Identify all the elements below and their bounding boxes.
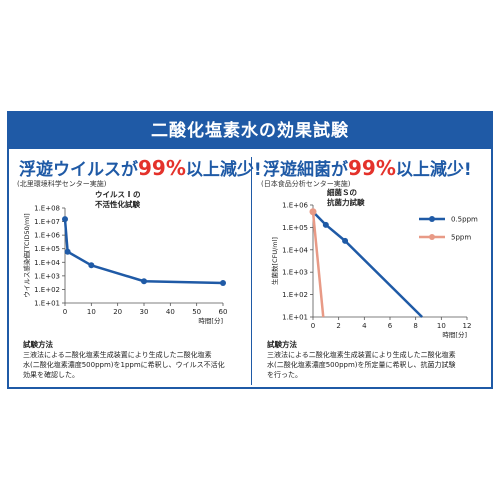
right-method-title: 試験方法 [267, 340, 297, 349]
left-method-title: 試験方法 [23, 340, 53, 349]
data-point [309, 208, 317, 216]
y-tick-label: 1.E+03 [282, 269, 308, 277]
y-tick-label: 1.E+07 [34, 218, 60, 226]
left-panel-title: 浮遊ウイルスが99%以上減少! [19, 155, 262, 180]
y-tick-label: 1.E+02 [282, 291, 308, 299]
left-method-line: 効果を確認した。 [23, 371, 79, 379]
chart-annotation: 抗菌力試験 [327, 197, 365, 207]
data-point [62, 216, 68, 223]
data-point [322, 221, 329, 228]
series-line [311, 211, 325, 318]
right-panel-title: 浮遊細菌が99%以上減少! [263, 155, 472, 180]
y-tick-label: 1.E+01 [34, 300, 60, 308]
data-point [220, 279, 226, 286]
results-frame: 二酸化塩素水の効果試験 浮遊ウイルスが99%以上減少! (北里環境科学センター実… [7, 111, 493, 389]
right-title-accent: 99% [348, 156, 396, 180]
y-tick-label: 1.E+04 [282, 246, 308, 254]
x-tick-label: 8 [413, 322, 417, 330]
y-axis-label: ウイルス感染価[TCID50/ml] [22, 213, 31, 297]
legend-marker [429, 234, 435, 240]
right-method-body: 三液法による二酸化塩素生成装置により生成した二酸化塩素 水(二酸化塩素濃度500… [267, 350, 456, 380]
x-tick-label: 60 [219, 308, 228, 316]
chart-annotation: 細菌Ｓの [327, 187, 357, 197]
x-tick-label: 30 [140, 308, 149, 316]
data-point [88, 262, 95, 269]
data-point [342, 237, 349, 244]
right-method-line: 三液法による二酸化塩素生成装置により生成した二酸化塩素 [267, 351, 456, 359]
x-axis-label: 時間[分] [442, 330, 467, 339]
x-tick-label: 4 [362, 322, 367, 330]
left-title-pre: 浮遊ウイルスが [19, 160, 138, 180]
x-tick-label: 10 [437, 322, 446, 330]
x-tick-label: 0 [311, 322, 315, 330]
x-tick-label: 2 [336, 322, 340, 330]
left-title-post: 以上減少! [185, 160, 262, 180]
right-panel-subtitle: (日本食品分析センター実施) [261, 180, 351, 188]
right-method-line: 水(二酸化塩素濃度500ppm)を所定量に希釈し、抗菌力試験 [267, 361, 456, 369]
left-title-accent: 99% [138, 156, 186, 180]
right-method-line: を行った。 [267, 371, 302, 379]
x-tick-label: 10 [87, 308, 96, 316]
legend-label: 0.5ppm [451, 216, 478, 224]
x-axis-label: 時間[分] [198, 316, 223, 325]
x-tick-label: 0 [63, 308, 67, 316]
legend-marker [429, 216, 435, 222]
legend-label: 5ppm [451, 234, 471, 242]
series-line [312, 210, 423, 318]
left-method-line: 三液法による二酸化塩素生成装置により生成した二酸化塩素 [23, 351, 212, 359]
right-title-post: 以上減少! [395, 160, 472, 180]
y-tick-label: 1.E+01 [282, 314, 308, 322]
panel-divider [251, 157, 252, 385]
y-tick-label: 1.E+08 [34, 205, 60, 213]
virus-chart: 1.E+01 1.E+02 1.E+03 1.E+04 1.E+05 1.E+06 1.E+… [22, 190, 228, 325]
x-tick-label: 40 [166, 308, 175, 316]
y-axis-label: 生菌数[CFU/ml] [270, 237, 279, 285]
x-tick-label: 6 [388, 322, 393, 330]
data-point [141, 278, 147, 285]
x-tick-label: 12 [463, 322, 472, 330]
bacteria-chart: 1.E+01 1.E+02 1.E+03 1.E+04 1.E+05 1.E+06 0 2 4 6… [270, 187, 478, 339]
y-tick-label: 1.E+05 [34, 245, 60, 253]
y-tick-label: 1.E+05 [282, 224, 308, 232]
data-point [64, 248, 71, 255]
y-tick-label: 1.E+06 [282, 202, 308, 210]
y-tick-label: 1.E+03 [34, 272, 60, 280]
y-tick-label: 1.E+04 [34, 259, 60, 267]
left-panel-subtitle: (北里環境科学センター実施) [17, 180, 107, 188]
right-title-pre: 浮遊細菌が [263, 160, 348, 180]
banner-title: 二酸化塩素水の効果試験 [9, 113, 491, 149]
chart-annotation: ウイルス I の [95, 190, 141, 199]
left-method-body: 三液法による二酸化塩素生成装置により生成した二酸化塩素 水(二酸化塩素濃度500… [23, 350, 225, 380]
chart-annotation: 不活性化試験 [95, 199, 140, 209]
y-tick-label: 1.E+02 [34, 286, 60, 294]
left-method-line: 水(二酸化塩素濃度500ppm)を1ppmに希釈し、ウイルス不活化 [23, 361, 225, 369]
x-tick-label: 20 [113, 308, 122, 316]
y-tick-label: 1.E+06 [34, 232, 60, 240]
x-tick-label: 50 [192, 308, 201, 316]
